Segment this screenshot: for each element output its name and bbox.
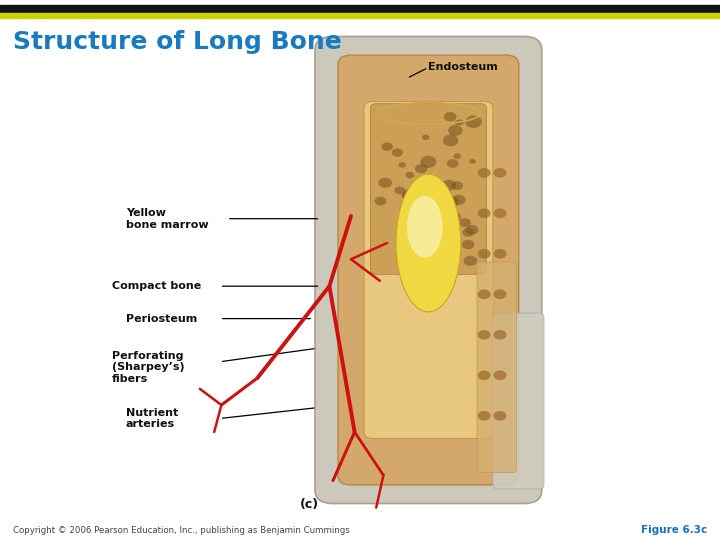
Circle shape	[478, 370, 491, 380]
FancyBboxPatch shape	[477, 262, 517, 472]
Text: Structure of Long Bone: Structure of Long Bone	[13, 30, 342, 53]
Circle shape	[402, 192, 412, 200]
Circle shape	[456, 119, 464, 125]
Circle shape	[478, 208, 491, 218]
Text: Yellow
bone marrow: Yellow bone marrow	[126, 208, 209, 230]
Text: Periosteum: Periosteum	[126, 314, 197, 323]
Circle shape	[424, 250, 433, 257]
Circle shape	[462, 240, 474, 249]
Circle shape	[454, 153, 461, 159]
Circle shape	[415, 164, 428, 173]
Circle shape	[494, 168, 507, 178]
Circle shape	[459, 218, 471, 227]
Circle shape	[413, 191, 428, 203]
Text: Perforating
(Sharpey’s)
fibers: Perforating (Sharpey’s) fibers	[112, 350, 184, 384]
Circle shape	[494, 208, 507, 218]
Ellipse shape	[396, 174, 461, 312]
Circle shape	[466, 225, 479, 234]
Circle shape	[374, 197, 387, 205]
Circle shape	[494, 330, 507, 340]
FancyBboxPatch shape	[315, 36, 541, 503]
Ellipse shape	[407, 196, 443, 258]
Circle shape	[392, 148, 403, 157]
Text: Compact bone: Compact bone	[112, 281, 201, 291]
Circle shape	[441, 180, 456, 191]
Circle shape	[395, 186, 405, 194]
Circle shape	[443, 134, 459, 146]
Circle shape	[398, 162, 406, 168]
FancyBboxPatch shape	[338, 55, 518, 485]
Circle shape	[444, 112, 456, 122]
Circle shape	[494, 370, 507, 380]
Circle shape	[494, 249, 507, 259]
FancyBboxPatch shape	[364, 102, 492, 438]
Circle shape	[478, 330, 491, 340]
Circle shape	[454, 120, 461, 125]
Circle shape	[478, 168, 491, 178]
Circle shape	[438, 204, 449, 213]
Circle shape	[464, 256, 477, 266]
Circle shape	[478, 289, 491, 299]
Text: Figure 6.3c: Figure 6.3c	[641, 525, 707, 535]
Circle shape	[452, 195, 466, 205]
Text: Nutrient
arteries: Nutrient arteries	[126, 408, 179, 429]
Text: Copyright © 2006 Pearson Education, Inc., publishing as Benjamin Cummings: Copyright © 2006 Pearson Education, Inc.…	[13, 526, 350, 535]
Circle shape	[422, 134, 429, 140]
Circle shape	[447, 159, 459, 168]
Circle shape	[438, 250, 449, 258]
Circle shape	[465, 116, 482, 128]
Circle shape	[408, 216, 415, 222]
Circle shape	[379, 178, 392, 188]
Circle shape	[382, 143, 393, 151]
Circle shape	[448, 125, 463, 136]
Text: Endosteum: Endosteum	[428, 63, 498, 72]
Circle shape	[420, 156, 436, 168]
Circle shape	[478, 249, 491, 259]
Circle shape	[441, 195, 459, 209]
Circle shape	[422, 240, 432, 248]
Circle shape	[462, 228, 474, 237]
Circle shape	[469, 159, 476, 164]
Circle shape	[418, 203, 434, 215]
Circle shape	[402, 189, 418, 200]
Circle shape	[451, 181, 463, 190]
Circle shape	[412, 251, 422, 258]
Circle shape	[478, 411, 491, 421]
FancyBboxPatch shape	[492, 313, 544, 489]
FancyBboxPatch shape	[370, 104, 487, 274]
Circle shape	[448, 212, 461, 222]
Circle shape	[494, 411, 507, 421]
Text: (c): (c)	[300, 498, 319, 511]
Circle shape	[494, 289, 507, 299]
Circle shape	[417, 262, 423, 267]
Circle shape	[405, 172, 414, 178]
